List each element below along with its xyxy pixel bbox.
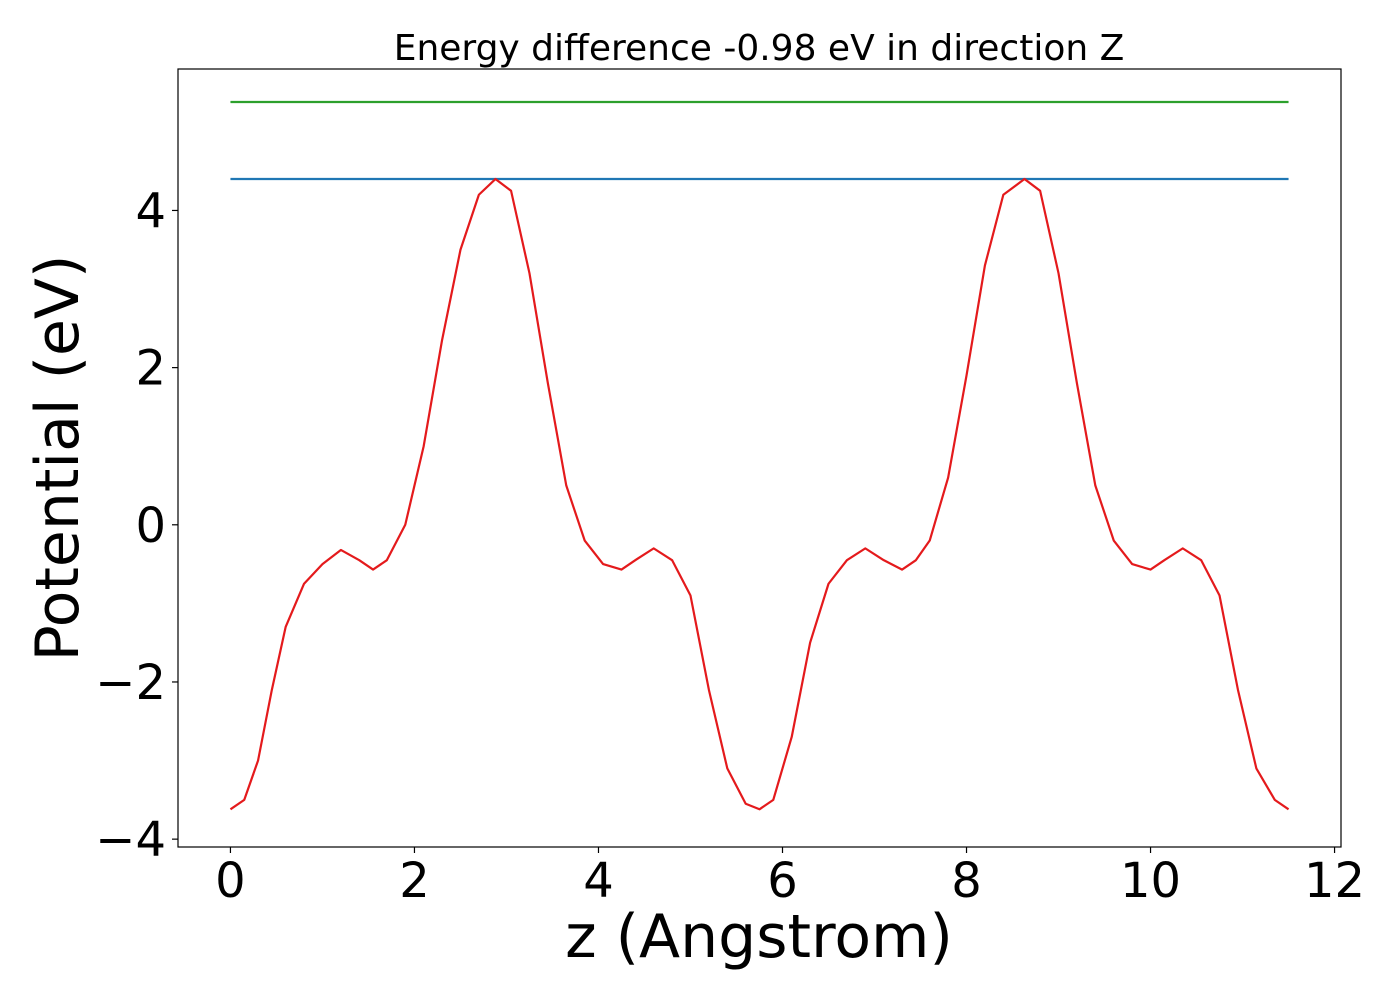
x-axis-label: z (Angstrom) bbox=[565, 902, 953, 972]
x-tick-label: 2 bbox=[399, 853, 430, 909]
x-tick-label: 8 bbox=[951, 853, 982, 909]
x-tick-label: 0 bbox=[215, 853, 246, 909]
y-tick-label: 0 bbox=[135, 498, 166, 554]
y-tick-label: −2 bbox=[95, 655, 166, 711]
series-line-3 bbox=[229, 177, 1290, 811]
series-layer bbox=[229, 100, 1290, 811]
x-tick-label: 6 bbox=[767, 853, 798, 909]
y-tick-label: 2 bbox=[135, 341, 166, 397]
plot-frame bbox=[177, 68, 1342, 848]
y-tick-label: −4 bbox=[95, 812, 166, 868]
x-tick-label: 12 bbox=[1304, 853, 1365, 909]
x-tick-label: 10 bbox=[1120, 853, 1181, 909]
x-axis: 0 2 4 6 8 10 12 bbox=[215, 847, 1365, 909]
y-axis: −4 −2 0 2 4 bbox=[95, 183, 178, 868]
chart-title: Energy difference -0.98 eV in direction … bbox=[394, 28, 1125, 69]
y-axis-label: Potential (eV) bbox=[23, 255, 93, 662]
x-tick-label: 4 bbox=[583, 853, 614, 909]
y-tick-label: 4 bbox=[135, 183, 166, 239]
